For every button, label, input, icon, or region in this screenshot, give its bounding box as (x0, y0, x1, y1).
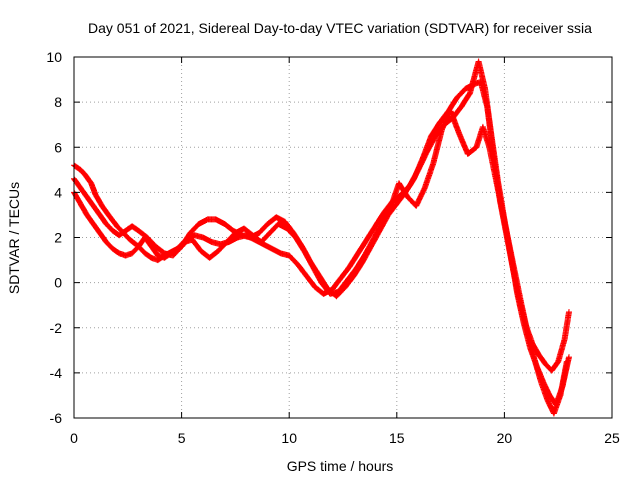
y-axis-label: SDTVAR / TECUs (6, 182, 22, 294)
y-tick-label: 4 (54, 184, 62, 200)
data-points (71, 58, 572, 417)
data-series (71, 78, 572, 374)
series-markers (71, 58, 572, 408)
y-tick-label: -4 (50, 365, 63, 381)
data-series (71, 58, 572, 408)
y-tick-label: 2 (54, 230, 62, 246)
y-tick-label: -2 (50, 320, 63, 336)
x-tick-label: 15 (389, 430, 405, 446)
y-tick-label: 10 (46, 49, 62, 65)
y-tick-label: -6 (50, 410, 63, 426)
x-tick-label: 10 (281, 430, 297, 446)
y-tick-label: 8 (54, 94, 62, 110)
series-markers (71, 78, 572, 374)
x-tick-label: 5 (178, 430, 186, 446)
x-axis-label: GPS time / hours (287, 458, 394, 474)
axis-ticks (73, 56, 613, 419)
chart-title: Day 051 of 2021, Sidereal Day-to-day VTE… (88, 20, 592, 36)
grid-lines (74, 57, 612, 418)
x-tick-label: 0 (70, 430, 78, 446)
tick-labels: 0 5 10 15 20 25 -6 -4 -2 0 2 4 6 8 10 (46, 49, 620, 446)
x-tick-label: 25 (604, 430, 620, 446)
y-tick-label: 0 (54, 275, 62, 291)
x-tick-label: 20 (497, 430, 513, 446)
y-tick-label: 6 (54, 139, 62, 155)
